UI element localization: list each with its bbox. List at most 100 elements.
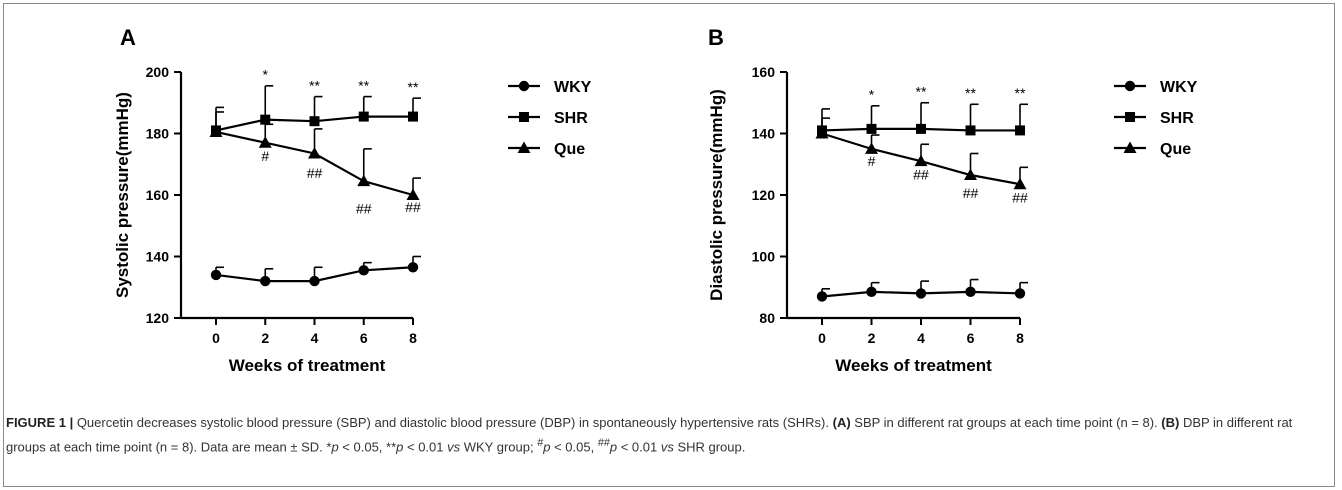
y-tick-label: 160 [752,64,776,80]
data-point-que [815,127,829,139]
significance-label: ** [916,84,927,100]
data-point-shr [309,116,320,127]
data-point-shr [1015,125,1025,136]
significance-label: ** [309,77,320,93]
y-tick-label: 100 [752,249,776,265]
y-tick-label: 200 [146,64,170,80]
data-point-que [865,142,878,154]
data-point-wky [866,286,877,298]
significance-label: # [261,148,269,164]
data-point-que [1013,177,1027,190]
data-point-que [964,168,977,181]
series-wky [816,278,1028,302]
significance-label: ** [1015,85,1026,101]
caption-text: < 0.05, ** [338,439,397,455]
caption-text: < 0.05, [550,439,598,455]
x-tick-label: 4 [917,330,925,346]
data-point-shr [408,111,418,122]
data-point-que [357,174,371,187]
data-point-wky [816,291,828,302]
series-shr [817,101,1028,136]
series-wky [210,255,421,287]
data-point-que [914,154,928,167]
x-tick-label: 2 [868,330,876,346]
x-tick-label: 8 [1016,330,1024,346]
y-tick-label: 140 [752,126,776,142]
data-point-que [308,146,321,159]
caption-hash: ## [597,437,610,449]
caption-text: DBP in different rat groups at each time… [6,415,1293,455]
x-axis-title: Weeks of treatment [229,356,386,375]
data-point-shr [358,111,369,122]
significance-label: ** [358,77,369,93]
significance-label: * [869,87,875,103]
data-point-shr [866,123,877,134]
caption-text: Quercetin decreases systolic blood press… [73,415,833,430]
y-tick-label: 120 [146,310,170,326]
data-point-wky [407,262,419,273]
y-tick-label: 140 [146,249,170,265]
data-point-shr [916,123,926,134]
data-point-wky [1014,288,1026,299]
y-tick-label: 180 [146,126,170,142]
legend: WKY SHR Que [1114,79,1198,158]
significance-label: # [868,153,876,169]
significance-label: ## [913,167,929,183]
significance-label: ## [405,199,421,215]
chart-panel-a: A 120 140 160 180 200 0 2 4 6 8 Weeks of treatment S… [113,25,592,375]
caption-text: < 0.01 [403,439,448,455]
caption-text: WKY group; [460,439,538,455]
caption-label-b: (B) [1161,415,1180,430]
data-point-wky [309,275,320,287]
legend-marker-que [1123,141,1137,153]
significance-label: ## [307,165,323,181]
data-point-que [258,136,272,148]
figure-charts: A 120 140 160 180 200 0 2 4 6 8 Weeks of treatment S… [113,25,1198,375]
x-tick-label: 0 [818,330,826,346]
significance-label: ## [1012,190,1028,206]
y-axis-title: Systolic pressure(mmHg) [113,92,132,298]
legend: WKY SHR Que [508,79,592,158]
data-point-wky [358,265,369,276]
caption-p-symbol: p [396,439,404,455]
legend-label-wky: WKY [1160,79,1198,96]
caption-vs: vs [447,439,461,455]
y-tick-label: 80 [759,310,775,326]
data-point-wky [260,275,271,287]
series-que [209,111,421,200]
data-point-shr [260,114,271,125]
data-point-shr [965,125,976,136]
legend-label-que: Que [554,141,585,158]
significance-label: ## [356,200,372,216]
legend-marker-que [517,141,531,153]
data-point-wky [210,269,222,281]
significance-label: ** [408,79,419,95]
caption-title: FIGURE 1 | [6,415,74,430]
caption-vs: vs [660,439,674,455]
x-tick-label: 6 [360,330,368,346]
y-axis-title: Diastolic pressure(mmHg) [707,89,726,301]
x-tick-label: 0 [212,330,220,346]
chart-panel-b: B 80 100 120 140 160 0 2 4 6 8 Weeks of treatment Di… [707,25,1198,375]
legend-label-shr: SHR [554,110,588,127]
caption-p-symbol: p [543,439,551,455]
figure-frame [3,3,1335,487]
legend-marker-wky [518,80,530,92]
figure-caption: FIGURE 1 | Quercetin decreases systolic … [6,412,1326,457]
legend-label-wky: WKY [554,79,592,96]
caption-text: SHR group. [673,439,746,455]
caption-p-symbol: p [331,439,339,455]
data-point-que [209,125,223,137]
significance-label: * [263,67,269,83]
legend-marker-shr [519,112,529,122]
caption-text: < 0.01 [617,439,661,455]
data-point-wky [965,286,976,298]
data-point-wky [915,288,927,299]
legend-marker-shr [1125,112,1135,122]
y-tick-label: 120 [752,187,776,203]
legend-label-shr: SHR [1160,110,1194,127]
x-tick-label: 8 [409,330,417,346]
panel-label: B [708,25,724,50]
y-tick-label: 160 [146,187,170,203]
legend-label-que: Que [1160,141,1191,158]
